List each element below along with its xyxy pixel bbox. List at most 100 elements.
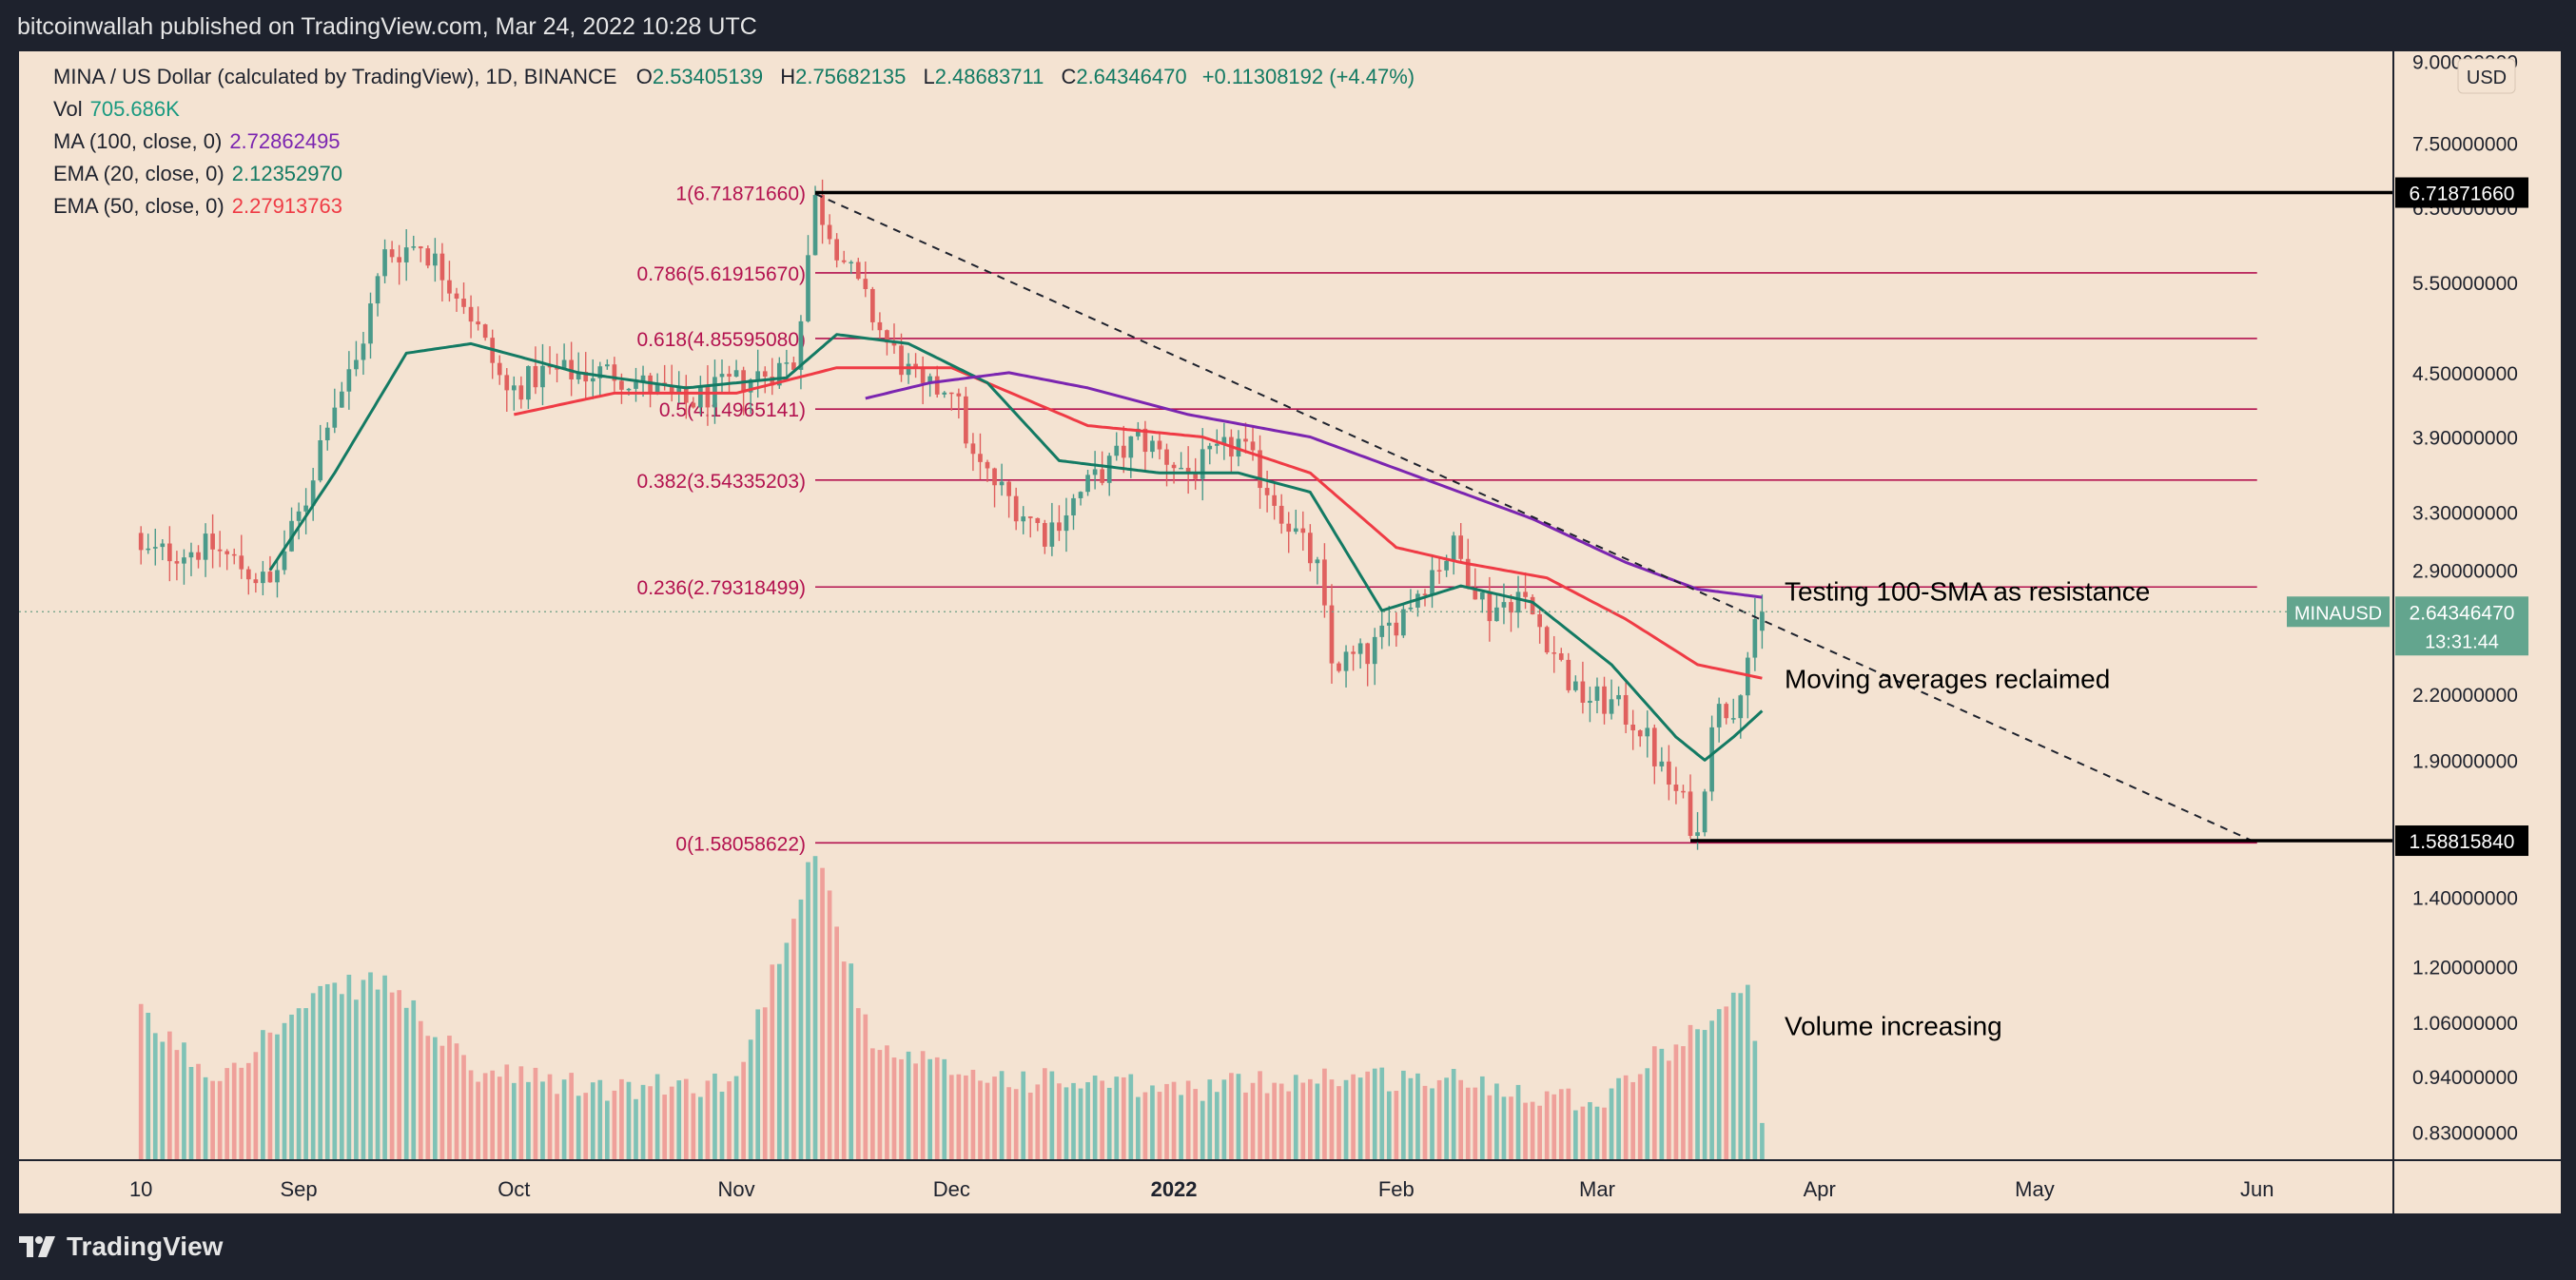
candle-body (948, 392, 954, 395)
candle-body (1667, 761, 1671, 785)
tradingview-logo[interactable]: TradingView (19, 1231, 223, 1263)
candle-body (1465, 558, 1471, 588)
legend-volume-row[interactable]: Vol 705.686K (53, 97, 180, 122)
fib-retracement[interactable]: 1(6.71871660) 0.786(5.61915670) 0.618(4.85… (637, 184, 2257, 856)
volume-bar (942, 1058, 947, 1160)
volume-bar (447, 1036, 452, 1160)
candle-body (597, 366, 603, 378)
axes[interactable]: 9.000000007.500000006.500000005.50000000… (19, 51, 2561, 1213)
volume-bar (540, 1081, 545, 1160)
legend-ema20-value: 2.12352970 (231, 162, 342, 185)
candle-body (447, 280, 452, 294)
volume-bar (712, 1073, 717, 1160)
ema20-line (268, 333, 1764, 762)
candle-body (1200, 449, 1205, 479)
candle-body (1049, 522, 1055, 547)
candle-body (978, 454, 983, 462)
volume-bar (518, 1066, 524, 1160)
volume-bar (339, 994, 344, 1160)
volume-bar (1702, 1030, 1708, 1160)
volume-bar (698, 1096, 703, 1160)
legend-ma100-row[interactable]: MA (100, close, 0) 2.72862495 (53, 129, 341, 154)
volume-bar (1329, 1079, 1335, 1160)
chart-panel[interactable]: 1(6.71871660) 0.786(5.61915670) 0.618(4.85… (19, 51, 2561, 1213)
annotation-text: Volume increasing (1785, 1012, 2002, 1041)
candle-body (634, 381, 638, 389)
volume-bar (1372, 1068, 1377, 1160)
candle-body (1006, 481, 1011, 496)
volume-bar (1487, 1095, 1493, 1160)
volume-bar (1272, 1082, 1277, 1160)
volume-bar (310, 993, 316, 1160)
legend-ema20-row[interactable]: EMA (20, close, 0) 2.12352970 (53, 162, 342, 186)
candle-body (1078, 492, 1083, 498)
volume-bar (561, 1079, 567, 1160)
publisher-bar: bitcoinwallah published on TradingView.c… (0, 0, 2576, 51)
candle-body (1681, 790, 1686, 793)
volume-bar (1724, 1006, 1729, 1160)
volume-bar (705, 1080, 711, 1160)
price-chart[interactable]: 1(6.71871660) 0.786(5.61915670) 0.618(4.85… (19, 51, 2561, 1213)
candle-body (1214, 443, 1220, 446)
drawings[interactable] (19, 190, 2393, 844)
candle-body (1394, 622, 1399, 636)
candle-body (1501, 602, 1507, 608)
volume-bar (1322, 1068, 1327, 1160)
x-tick-label: Jun (2240, 1177, 2274, 1201)
candle-body (188, 552, 194, 558)
candle-body (727, 374, 732, 378)
candle-body (1343, 651, 1349, 671)
candle-body (1185, 467, 1191, 474)
volume-bar (1451, 1069, 1456, 1160)
candle-body (820, 195, 825, 225)
candle-body (1264, 488, 1270, 495)
candle-body (318, 439, 323, 481)
volume-bar (1006, 1087, 1011, 1160)
volume-bar (1422, 1085, 1428, 1160)
candle-body (1128, 436, 1134, 458)
volume-bar (1695, 1029, 1700, 1160)
candle-body (167, 543, 172, 562)
volume-bar (511, 1082, 517, 1160)
legend-symbol-row: MINA / US Dollar (calculated by TradingV… (53, 65, 1415, 89)
volume-bar (1258, 1071, 1262, 1160)
volume-bar (482, 1073, 488, 1160)
volume-bar (1013, 1089, 1019, 1160)
volume-bar (318, 985, 323, 1160)
volume-bar (1709, 1020, 1714, 1160)
candle-body (748, 379, 753, 393)
volume-bar (985, 1082, 990, 1160)
volume-bar (1645, 1068, 1650, 1160)
volume-bar (267, 1032, 273, 1160)
volume-bar (1544, 1091, 1550, 1160)
candle-body (296, 511, 302, 521)
fib-level-label: 0(1.58058622) (675, 833, 806, 855)
volume-bar (1537, 1105, 1542, 1160)
y-tick-label: 4.50000000 (2412, 363, 2518, 385)
volume-bar (1623, 1075, 1629, 1160)
volume-bar (1458, 1079, 1464, 1160)
candle-body (806, 255, 810, 321)
volume-bar (1179, 1095, 1183, 1160)
candle-body (1027, 516, 1033, 518)
y-tick-label: 0.83000000 (2412, 1123, 2518, 1145)
legend-ema50-label: EMA (50, close, 0) (53, 194, 224, 218)
candle-body (1315, 559, 1320, 564)
x-tick-label: Feb (1378, 1177, 1415, 1201)
candle-body (654, 382, 660, 395)
candle-body (1752, 619, 1758, 658)
legend-ema50-row[interactable]: EMA (50, close, 0) 2.27913763 (53, 194, 342, 219)
volume-bar (1092, 1076, 1098, 1160)
candle-body (999, 481, 1005, 486)
volume-bar (1308, 1078, 1313, 1160)
volume-bar (1078, 1088, 1083, 1160)
candle-body (612, 364, 617, 381)
candle-body (1623, 694, 1629, 725)
candle-body (733, 370, 739, 378)
volume-bar (1035, 1084, 1041, 1160)
x-tick-label: Oct (498, 1177, 530, 1201)
volume-bar (1128, 1074, 1134, 1160)
candle-body (626, 388, 632, 391)
volume-bar (978, 1080, 983, 1160)
volume-bar (1064, 1087, 1069, 1160)
